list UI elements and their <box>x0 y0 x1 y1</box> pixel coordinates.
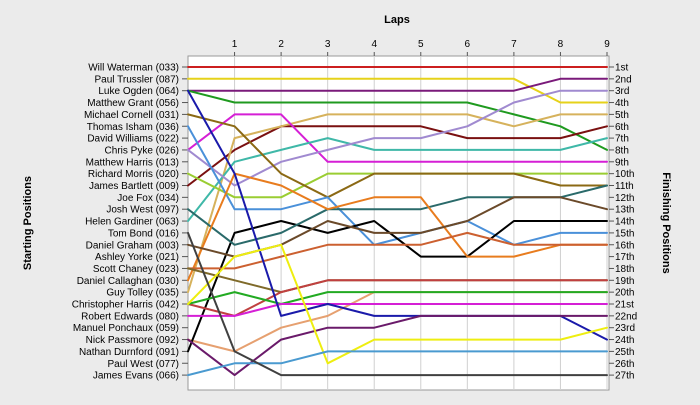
finish-position-label: 11th <box>615 181 634 192</box>
finishing-position-labels: 1st2nd3rd4th5th6th7th8th9th10th11th12th1… <box>609 63 637 382</box>
start-position-label: Manuel Ponchaux (059) <box>73 323 179 334</box>
driver-position-line <box>187 314 608 377</box>
finish-position-label: 2nd <box>615 74 632 85</box>
finish-position-label: 3rd <box>615 86 629 97</box>
driver-position-line <box>187 113 608 163</box>
finish-position-label: 7th <box>615 134 629 145</box>
finish-position-label: 16th <box>615 240 634 251</box>
finish-position-label: 4th <box>615 98 629 109</box>
start-position-label: Nathan Durnford (091) <box>79 347 179 358</box>
start-position-label: Richard Morris (020) <box>88 169 179 180</box>
start-position-label: Paul West (077) <box>107 359 179 370</box>
driver-position-line <box>187 231 608 377</box>
driver-position-line <box>187 231 608 270</box>
start-position-label: Joe Fox (034) <box>117 193 179 204</box>
start-position-label: Daniel Callaghan (030) <box>77 276 179 287</box>
driver-position-line <box>187 303 608 317</box>
start-position-label: James Evans (066) <box>93 371 179 382</box>
start-position-label: Daniel Graham (003) <box>86 240 179 251</box>
start-position-label: Josh West (097) <box>106 205 179 216</box>
start-position-label: Scott Chaney (023) <box>93 264 179 275</box>
driver-position-lines <box>187 66 608 377</box>
start-position-label: Robert Edwards (080) <box>81 311 179 322</box>
plot-background <box>187 55 610 391</box>
driver-position-line <box>187 243 608 365</box>
vertical-gridlines <box>234 56 608 390</box>
lap-tick-label: 6 <box>465 39 471 50</box>
finish-position-label: 21st <box>615 300 634 311</box>
finish-position-label: 12th <box>615 193 634 204</box>
finish-position-label: 1st <box>615 63 629 74</box>
start-position-label: Michael Cornell (031) <box>84 110 179 121</box>
lap-tick-label: 4 <box>371 39 377 50</box>
start-position-label: Christopher Harris (042) <box>72 300 179 311</box>
finish-position-label: 8th <box>615 145 629 156</box>
start-position-label: Thomas Isham (036) <box>87 122 179 133</box>
y-axis-right-label: Finishing Positions <box>660 172 672 273</box>
start-position-label: Guy Tolley (035) <box>106 288 179 299</box>
finish-position-label: 6th <box>615 122 629 133</box>
lap-tick-label: 7 <box>511 39 517 50</box>
lap-tick-label: 3 <box>325 39 331 50</box>
driver-position-line <box>187 279 608 317</box>
start-position-label: Helen Gardiner (063) <box>85 217 179 228</box>
start-position-label: James Bartlett (009) <box>89 181 179 192</box>
finish-position-label: 19th <box>615 276 634 287</box>
start-position-label: David Williams (022) <box>87 134 179 145</box>
finish-position-label: 5th <box>615 110 629 121</box>
driver-position-line <box>187 291 608 305</box>
finish-position-label: 27th <box>615 371 634 382</box>
lap-tick-label: 2 <box>278 39 284 50</box>
finish-position-label: 9th <box>615 157 629 168</box>
finish-position-label: 10th <box>615 169 634 180</box>
lap-tick-label: 5 <box>418 39 424 50</box>
driver-position-line <box>187 77 608 92</box>
chart-title: Laps <box>384 14 410 26</box>
start-position-label: Chris Pyke (026) <box>105 145 179 156</box>
driver-position-line <box>187 77 608 104</box>
driver-position-line <box>187 220 608 353</box>
start-position-label: Paul Trussler (087) <box>95 74 179 85</box>
driver-position-line <box>187 125 608 187</box>
finish-position-label: 23rd <box>615 323 635 334</box>
finish-position-label: 17th <box>615 252 634 263</box>
driver-position-line <box>187 113 608 294</box>
lap-tick-label: 8 <box>558 39 564 50</box>
start-position-label: Ashley Yorke (021) <box>95 252 179 263</box>
driver-position-line <box>187 172 608 282</box>
finish-position-label: 26th <box>615 359 634 370</box>
finish-position-label: 25th <box>615 347 634 358</box>
finish-position-label: 24th <box>615 335 634 346</box>
start-position-label: Matthew Harris (013) <box>86 157 179 168</box>
start-position-label: Matthew Grant (056) <box>87 98 179 109</box>
finish-position-label: 14th <box>615 217 634 228</box>
finish-position-label: 18th <box>615 264 634 275</box>
start-position-label: Nick Passmore (092) <box>86 335 179 346</box>
finish-position-label: 22nd <box>615 311 637 322</box>
finish-position-label: 13th <box>615 205 634 216</box>
start-position-label: Will Waterman (033) <box>88 63 179 74</box>
lap-tick-label: 1 <box>232 39 238 50</box>
driver-position-line <box>187 113 608 199</box>
driver-position-line <box>187 137 608 222</box>
finish-position-label: 15th <box>615 228 634 239</box>
start-position-label: Luke Ogden (064) <box>98 86 179 97</box>
driver-position-line <box>187 89 608 187</box>
lap-tick-label: 9 <box>604 39 610 50</box>
start-position-label: Tom Bond (016) <box>108 228 179 239</box>
starting-position-labels: Will Waterman (033)Paul Trussler (087)Lu… <box>72 63 188 382</box>
finish-position-label: 20th <box>615 288 634 299</box>
y-axis-left-label: Starting Positions <box>22 176 34 270</box>
lap-tick-labels: 1 2 3 4 5 6 7 8 9 <box>232 39 610 56</box>
